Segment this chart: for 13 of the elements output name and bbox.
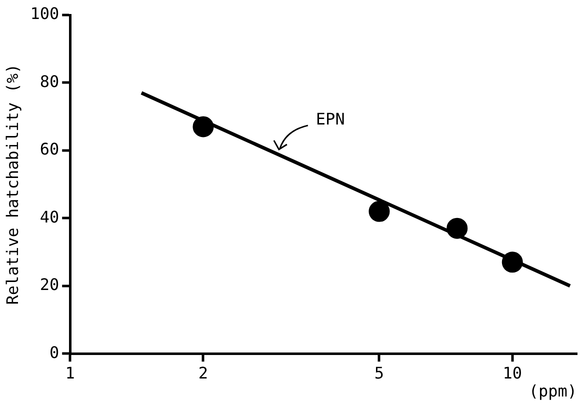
y-tick-label: 60	[40, 140, 60, 159]
x-axis-title: (ppm)	[528, 382, 577, 401]
y-tick-label: 80	[40, 72, 60, 91]
y-tick-label: 40	[40, 207, 60, 226]
x-tick-label: 2	[198, 363, 208, 382]
y-tick-label: 100	[30, 4, 60, 24]
x-tick-label: 5	[374, 363, 384, 382]
annotation: EPN	[316, 110, 345, 129]
x-tick-label: 10	[502, 363, 522, 382]
y-tick-label: 0	[49, 342, 60, 362]
y-tick-label: 20	[40, 275, 60, 294]
y-axis-title: Relative hatchability (%)	[2, 64, 22, 305]
x-tick-label: 1	[65, 363, 75, 382]
